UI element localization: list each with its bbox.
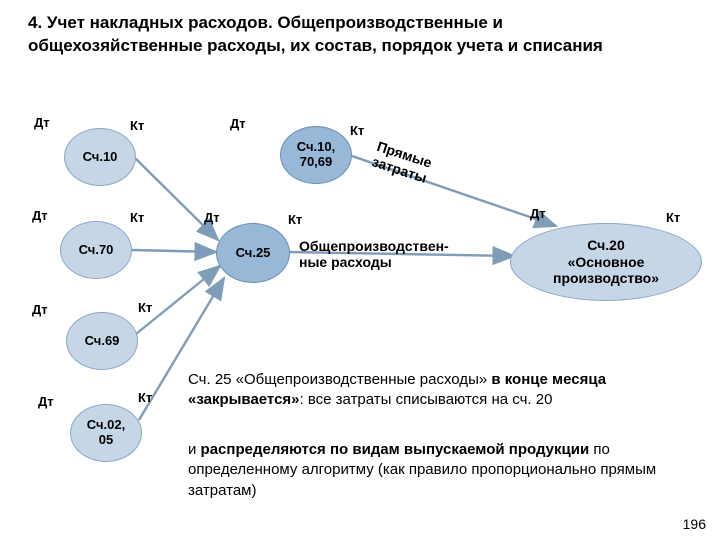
node-acct-02-05: Сч.02,05	[70, 404, 142, 462]
desc-1: Сч. 25 «Общепроизводственные расходы» в …	[188, 370, 698, 411]
edge-label-overhead: Общепроизводствен-ные расходы	[299, 238, 499, 270]
desc-2-a: и	[188, 441, 201, 458]
kt-label: Кт	[130, 118, 144, 133]
desc-1-c: : все затраты списываются на сч. 20	[300, 391, 553, 408]
node-acct-25: Сч.25	[216, 223, 290, 283]
dt-label: Дт	[204, 210, 220, 225]
desc-2: и распределяются по видам выпускаемой пр…	[188, 440, 698, 501]
kt-label: Кт	[138, 300, 152, 315]
edge-label-direct: Прямыезатраты	[370, 138, 434, 186]
dt-label: Дт	[530, 206, 546, 221]
dt-label: Дт	[38, 394, 54, 409]
dt-label: Дт	[32, 302, 48, 317]
kt-label: Кт	[288, 212, 302, 227]
node-acct-10-70-69: Сч.10,70,69	[280, 126, 352, 184]
kt-label: Кт	[138, 390, 152, 405]
desc-2-b: распределяются по видам выпускаемой прод…	[201, 441, 590, 458]
node-acct-69: Сч.69	[66, 312, 138, 370]
dt-label: Дт	[34, 115, 50, 130]
node-acct-70: Сч.70	[60, 221, 132, 279]
node-acct-10: Сч.10	[64, 128, 136, 186]
kt-label: Кт	[350, 123, 364, 138]
page-number: 196	[683, 516, 706, 532]
dt-label: Дт	[32, 208, 48, 223]
page-title: 4. Учет накладных расходов. Общепроизвод…	[28, 12, 668, 58]
kt-label: Кт	[666, 210, 680, 225]
kt-label: Кт	[130, 210, 144, 225]
dt-label: Дт	[230, 116, 246, 131]
desc-1-a: Сч. 25 «Общепроизводственные расходы»	[188, 371, 491, 388]
node-acct-20: Сч.20«Основноепроизводство»	[510, 223, 702, 301]
